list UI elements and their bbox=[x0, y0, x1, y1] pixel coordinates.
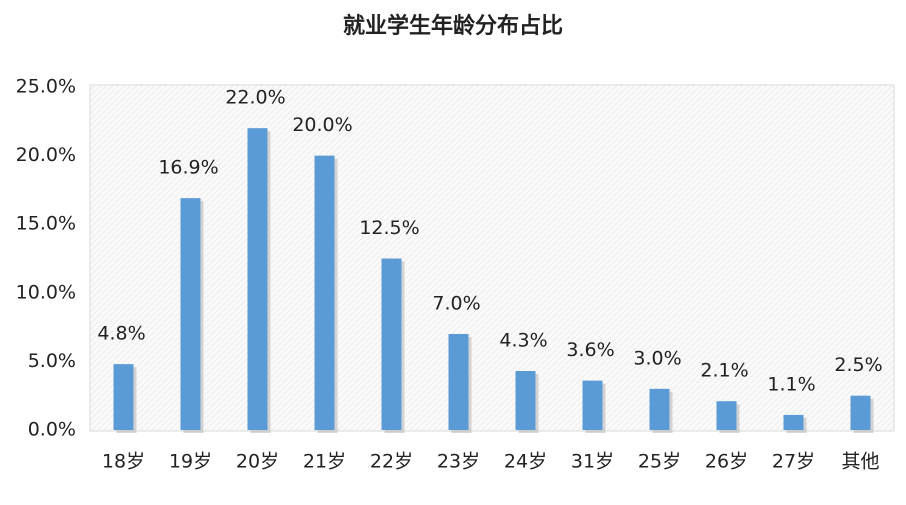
value-label: 4.8% bbox=[97, 323, 145, 345]
value-label: 2.1% bbox=[700, 360, 748, 382]
value-label: 1.1% bbox=[767, 373, 815, 395]
chart-title: 就业学生年龄分布占比 bbox=[343, 13, 563, 39]
bar bbox=[448, 333, 469, 430]
bar bbox=[247, 128, 268, 430]
x-tick-label: 24岁 bbox=[504, 451, 547, 473]
bar bbox=[113, 364, 134, 430]
bar bbox=[180, 198, 201, 430]
value-label: 4.3% bbox=[499, 330, 547, 352]
y-tick-label: 0.0% bbox=[28, 419, 76, 441]
value-label: 7.0% bbox=[432, 292, 480, 314]
x-tick-label: 23岁 bbox=[437, 451, 480, 473]
bar bbox=[649, 388, 670, 430]
value-label: 16.9% bbox=[158, 157, 218, 179]
x-tick-label: 27岁 bbox=[772, 451, 815, 473]
x-tick-label: 21岁 bbox=[303, 451, 346, 473]
x-tick-label: 其他 bbox=[841, 451, 879, 473]
y-tick-label: 25.0% bbox=[16, 76, 76, 98]
y-tick-label: 5.0% bbox=[28, 350, 76, 372]
value-label: 3.6% bbox=[566, 339, 614, 361]
plot-area bbox=[89, 84, 895, 432]
value-label: 2.5% bbox=[834, 354, 882, 376]
value-label: 12.5% bbox=[359, 217, 419, 239]
value-label: 22.0% bbox=[225, 87, 285, 109]
y-tick-label: 20.0% bbox=[16, 144, 76, 166]
bar bbox=[381, 258, 402, 430]
value-label: 20.0% bbox=[292, 114, 352, 136]
bar bbox=[515, 371, 536, 430]
x-tick-label: 19岁 bbox=[169, 451, 212, 473]
x-tick-label: 31岁 bbox=[571, 451, 614, 473]
bar bbox=[850, 395, 871, 430]
bar bbox=[582, 380, 603, 430]
y-tick-label: 15.0% bbox=[16, 213, 76, 235]
bar bbox=[716, 401, 737, 430]
x-tick-label: 26岁 bbox=[705, 451, 748, 473]
bar bbox=[783, 414, 804, 430]
x-tick-label: 20岁 bbox=[236, 451, 279, 473]
x-tick-label: 22岁 bbox=[370, 451, 413, 473]
y-tick-label: 10.0% bbox=[16, 281, 76, 303]
x-tick-label: 18岁 bbox=[102, 451, 145, 473]
bar bbox=[314, 155, 335, 430]
x-tick-label: 25岁 bbox=[638, 451, 681, 473]
value-label: 3.0% bbox=[633, 347, 681, 369]
